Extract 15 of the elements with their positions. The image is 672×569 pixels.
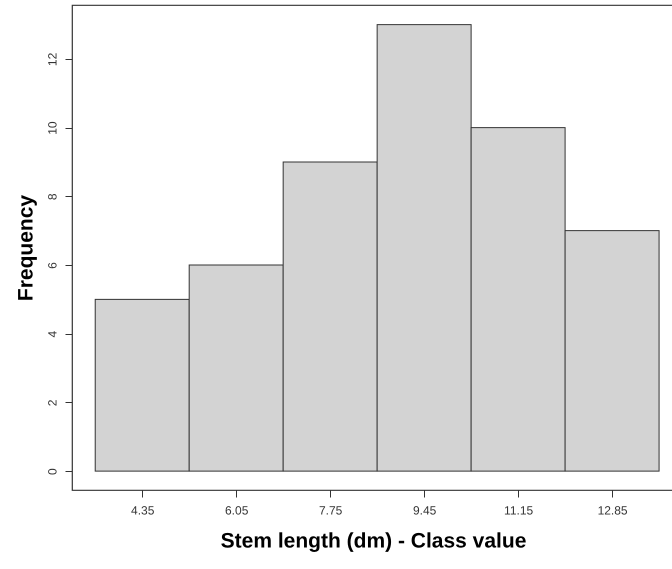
y-tick-label: 4 — [46, 330, 60, 338]
x-tick-label: 9.45 — [412, 504, 437, 518]
y-tick-label: 10 — [46, 121, 60, 135]
x-tick-label: 6.05 — [225, 504, 249, 518]
x-tick-label: 7.75 — [318, 504, 343, 518]
y-tick-label: 8 — [46, 193, 60, 200]
x-tick-label: 12.85 — [598, 504, 628, 518]
x-tick-label: 4.35 — [131, 504, 155, 518]
y-axis-title: Frequency — [14, 194, 38, 302]
y-tick-label: 12 — [46, 52, 60, 66]
y-tick-label: 2 — [46, 399, 60, 406]
x-tick-label: 11.15 — [504, 504, 534, 518]
x-axis-title: Stem length (dm) - Class value — [220, 530, 526, 552]
y-tick-label: 0 — [46, 468, 60, 475]
y-tick-label: 6 — [46, 262, 60, 269]
